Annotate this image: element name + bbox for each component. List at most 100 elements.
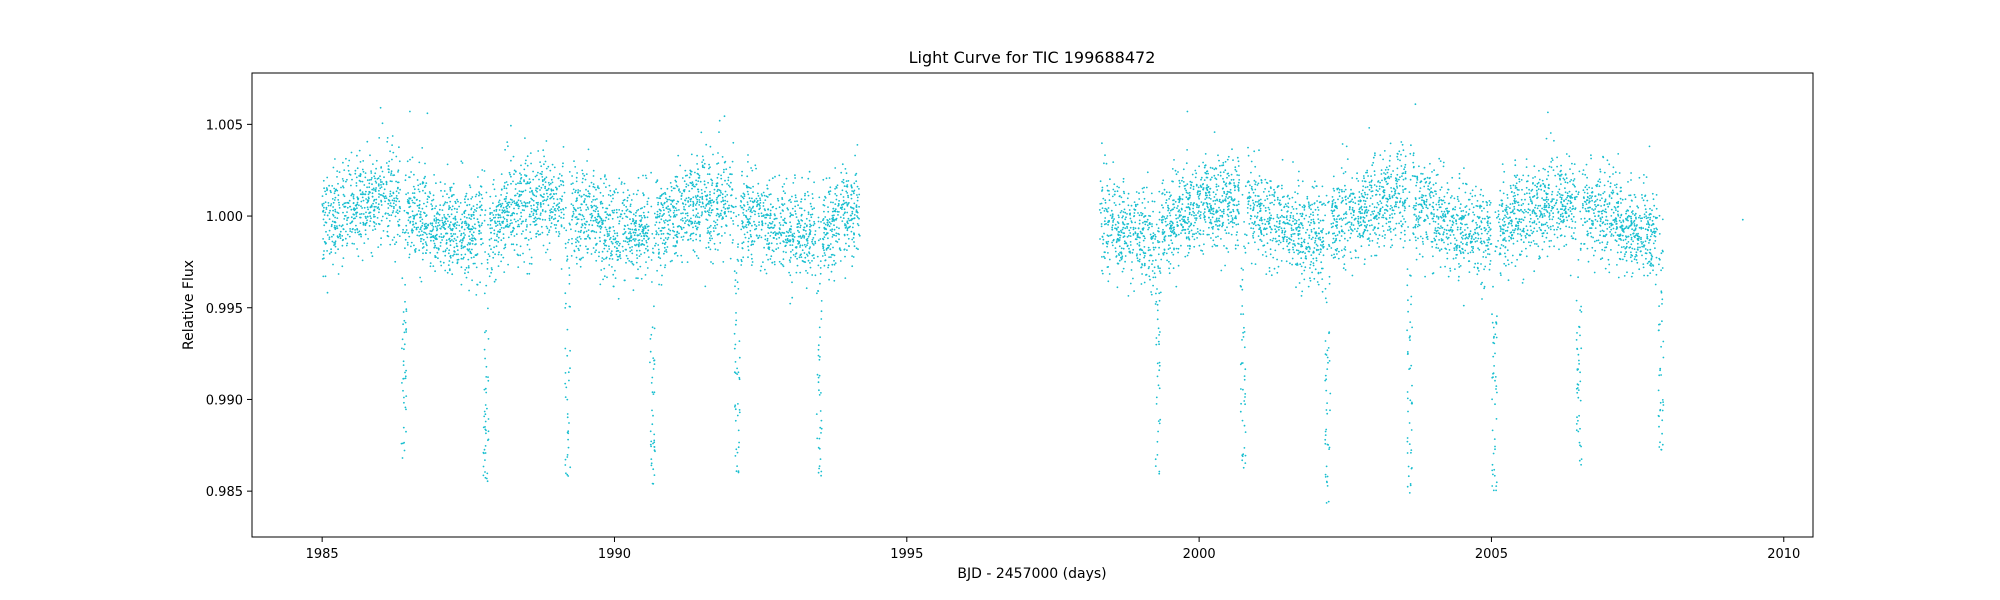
flux-point	[1277, 217, 1280, 220]
flux-point	[454, 233, 457, 235]
flux-point	[362, 199, 365, 202]
flux-point	[796, 240, 799, 242]
flux-point	[413, 196, 416, 199]
flux-point	[436, 238, 438, 241]
flux-point	[341, 178, 344, 180]
flux-point	[847, 245, 850, 247]
flux-point	[1281, 187, 1283, 190]
flux-point	[669, 260, 672, 263]
flux-point	[322, 275, 325, 278]
flux-point	[765, 254, 768, 256]
flux-point	[1432, 195, 1435, 197]
flux-point	[367, 200, 369, 203]
flux-point	[1293, 243, 1296, 246]
flux-point	[818, 226, 821, 229]
flux-point	[421, 222, 424, 225]
flux-point	[454, 215, 457, 218]
flux-point	[622, 191, 625, 194]
flux-point	[529, 223, 532, 226]
flux-point	[1542, 199, 1545, 201]
flux-point	[1544, 229, 1547, 232]
flux-point	[843, 208, 846, 211]
flux-point	[590, 230, 593, 233]
flux-point	[844, 211, 846, 214]
flux-point	[498, 220, 501, 223]
flux-point	[410, 245, 412, 248]
flux-point	[672, 229, 674, 232]
flux-point	[1548, 212, 1551, 215]
flux-point	[1502, 245, 1505, 247]
flux-point	[440, 233, 443, 235]
flux-point	[823, 222, 825, 225]
flux-point	[711, 199, 714, 202]
flux-point	[380, 237, 382, 240]
flux-point	[1344, 184, 1346, 187]
flux-point	[1507, 279, 1510, 282]
flux-point	[673, 214, 676, 216]
flux-point	[1528, 241, 1530, 244]
flux-points	[321, 103, 1744, 504]
flux-point	[1109, 234, 1112, 237]
flux-point	[1461, 223, 1463, 226]
flux-point	[342, 211, 344, 214]
flux-point	[1381, 235, 1384, 238]
flux-point	[543, 179, 546, 181]
flux-point	[442, 250, 445, 253]
flux-point	[547, 181, 550, 184]
flux-point	[823, 249, 825, 252]
flux-point	[1273, 267, 1276, 270]
flux-point	[620, 181, 623, 184]
flux-point	[833, 214, 835, 217]
flux-point	[646, 232, 649, 235]
flux-point	[1219, 215, 1222, 217]
flux-point	[1389, 220, 1392, 223]
flux-point	[467, 266, 470, 269]
flux-point	[468, 248, 471, 251]
flux-point	[379, 179, 382, 181]
flux-point	[1385, 222, 1388, 225]
flux-point	[562, 146, 565, 148]
flux-point	[1222, 212, 1225, 215]
flux-point	[572, 188, 575, 191]
flux-point	[1260, 179, 1263, 181]
flux-point	[602, 219, 604, 222]
flux-point	[661, 274, 663, 277]
flux-point	[716, 201, 719, 204]
flux-point	[630, 211, 632, 214]
flux-point	[650, 171, 652, 174]
flux-point	[657, 252, 660, 255]
flux-point	[622, 240, 625, 242]
flux-point	[746, 190, 749, 193]
flux-point	[546, 227, 549, 230]
flux-point	[1420, 209, 1423, 212]
flux-point	[781, 185, 784, 188]
flux-point	[813, 220, 815, 223]
flux-point	[524, 202, 527, 205]
flux-point	[394, 215, 397, 218]
flux-point	[842, 181, 845, 184]
flux-point	[768, 193, 771, 196]
flux-point	[755, 225, 758, 228]
flux-point	[464, 220, 466, 223]
flux-point	[1459, 203, 1462, 206]
flux-point	[334, 196, 337, 199]
flux-point	[771, 221, 774, 223]
flux-point	[496, 220, 499, 223]
flux-point	[397, 169, 400, 172]
flux-point	[747, 249, 750, 252]
flux-point	[362, 160, 365, 162]
flux-point	[326, 291, 329, 294]
flux-point	[493, 232, 496, 235]
flux-point	[768, 179, 771, 182]
flux-point	[670, 189, 673, 192]
flux-point	[333, 199, 336, 201]
flux-point	[858, 233, 860, 236]
flux-point	[1151, 270, 1154, 272]
flux-point	[376, 217, 379, 219]
flux-point	[467, 249, 470, 252]
flux-point	[1520, 250, 1523, 253]
flux-point	[1102, 197, 1105, 200]
flux-point	[1378, 193, 1381, 196]
flux-point	[1144, 237, 1146, 240]
flux-point	[627, 243, 630, 246]
